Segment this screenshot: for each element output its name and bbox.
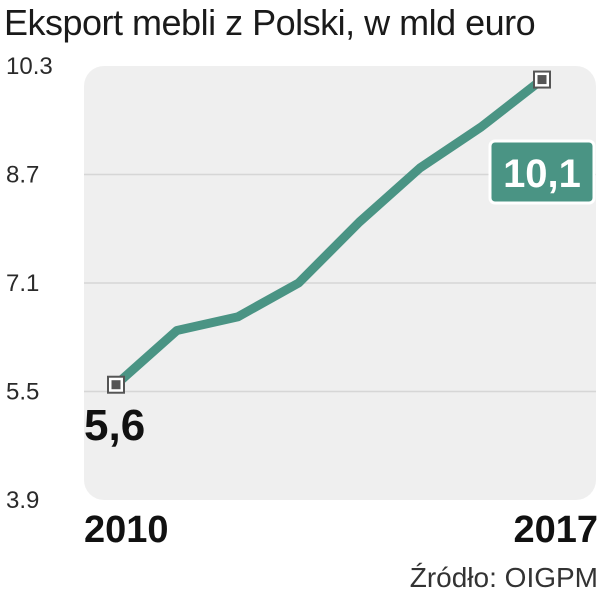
data-label-end-box: [488, 139, 596, 205]
y-tick-label: 8.7: [6, 162, 39, 189]
data-markers: [107, 70, 551, 394]
x-tick-label: 2010: [84, 509, 169, 551]
y-tick-label: 10.3: [6, 53, 53, 80]
data-label-start: 5,6: [84, 401, 145, 450]
data-point-marker-core: [537, 75, 547, 85]
y-tick-label: 5.5: [6, 379, 39, 406]
data-label-end: 10,1: [503, 152, 581, 196]
source-note: Źródło: OIGPM: [409, 562, 598, 593]
chart-title: Eksport mebli z Polski, w mld euro: [4, 2, 536, 43]
y-axis-ticks: 3.9 5.5 7.1 8.7 10.3: [6, 53, 53, 514]
y-tick-label: 3.9: [6, 487, 39, 514]
y-tick-label: 7.1: [6, 270, 39, 297]
data-point-marker-core: [111, 380, 121, 390]
data-labels: 5,6 10,1: [84, 139, 596, 450]
x-axis-ticks: 2010 2017: [84, 509, 598, 551]
x-tick-label: 2017: [513, 509, 598, 551]
series-line: [111, 75, 547, 390]
